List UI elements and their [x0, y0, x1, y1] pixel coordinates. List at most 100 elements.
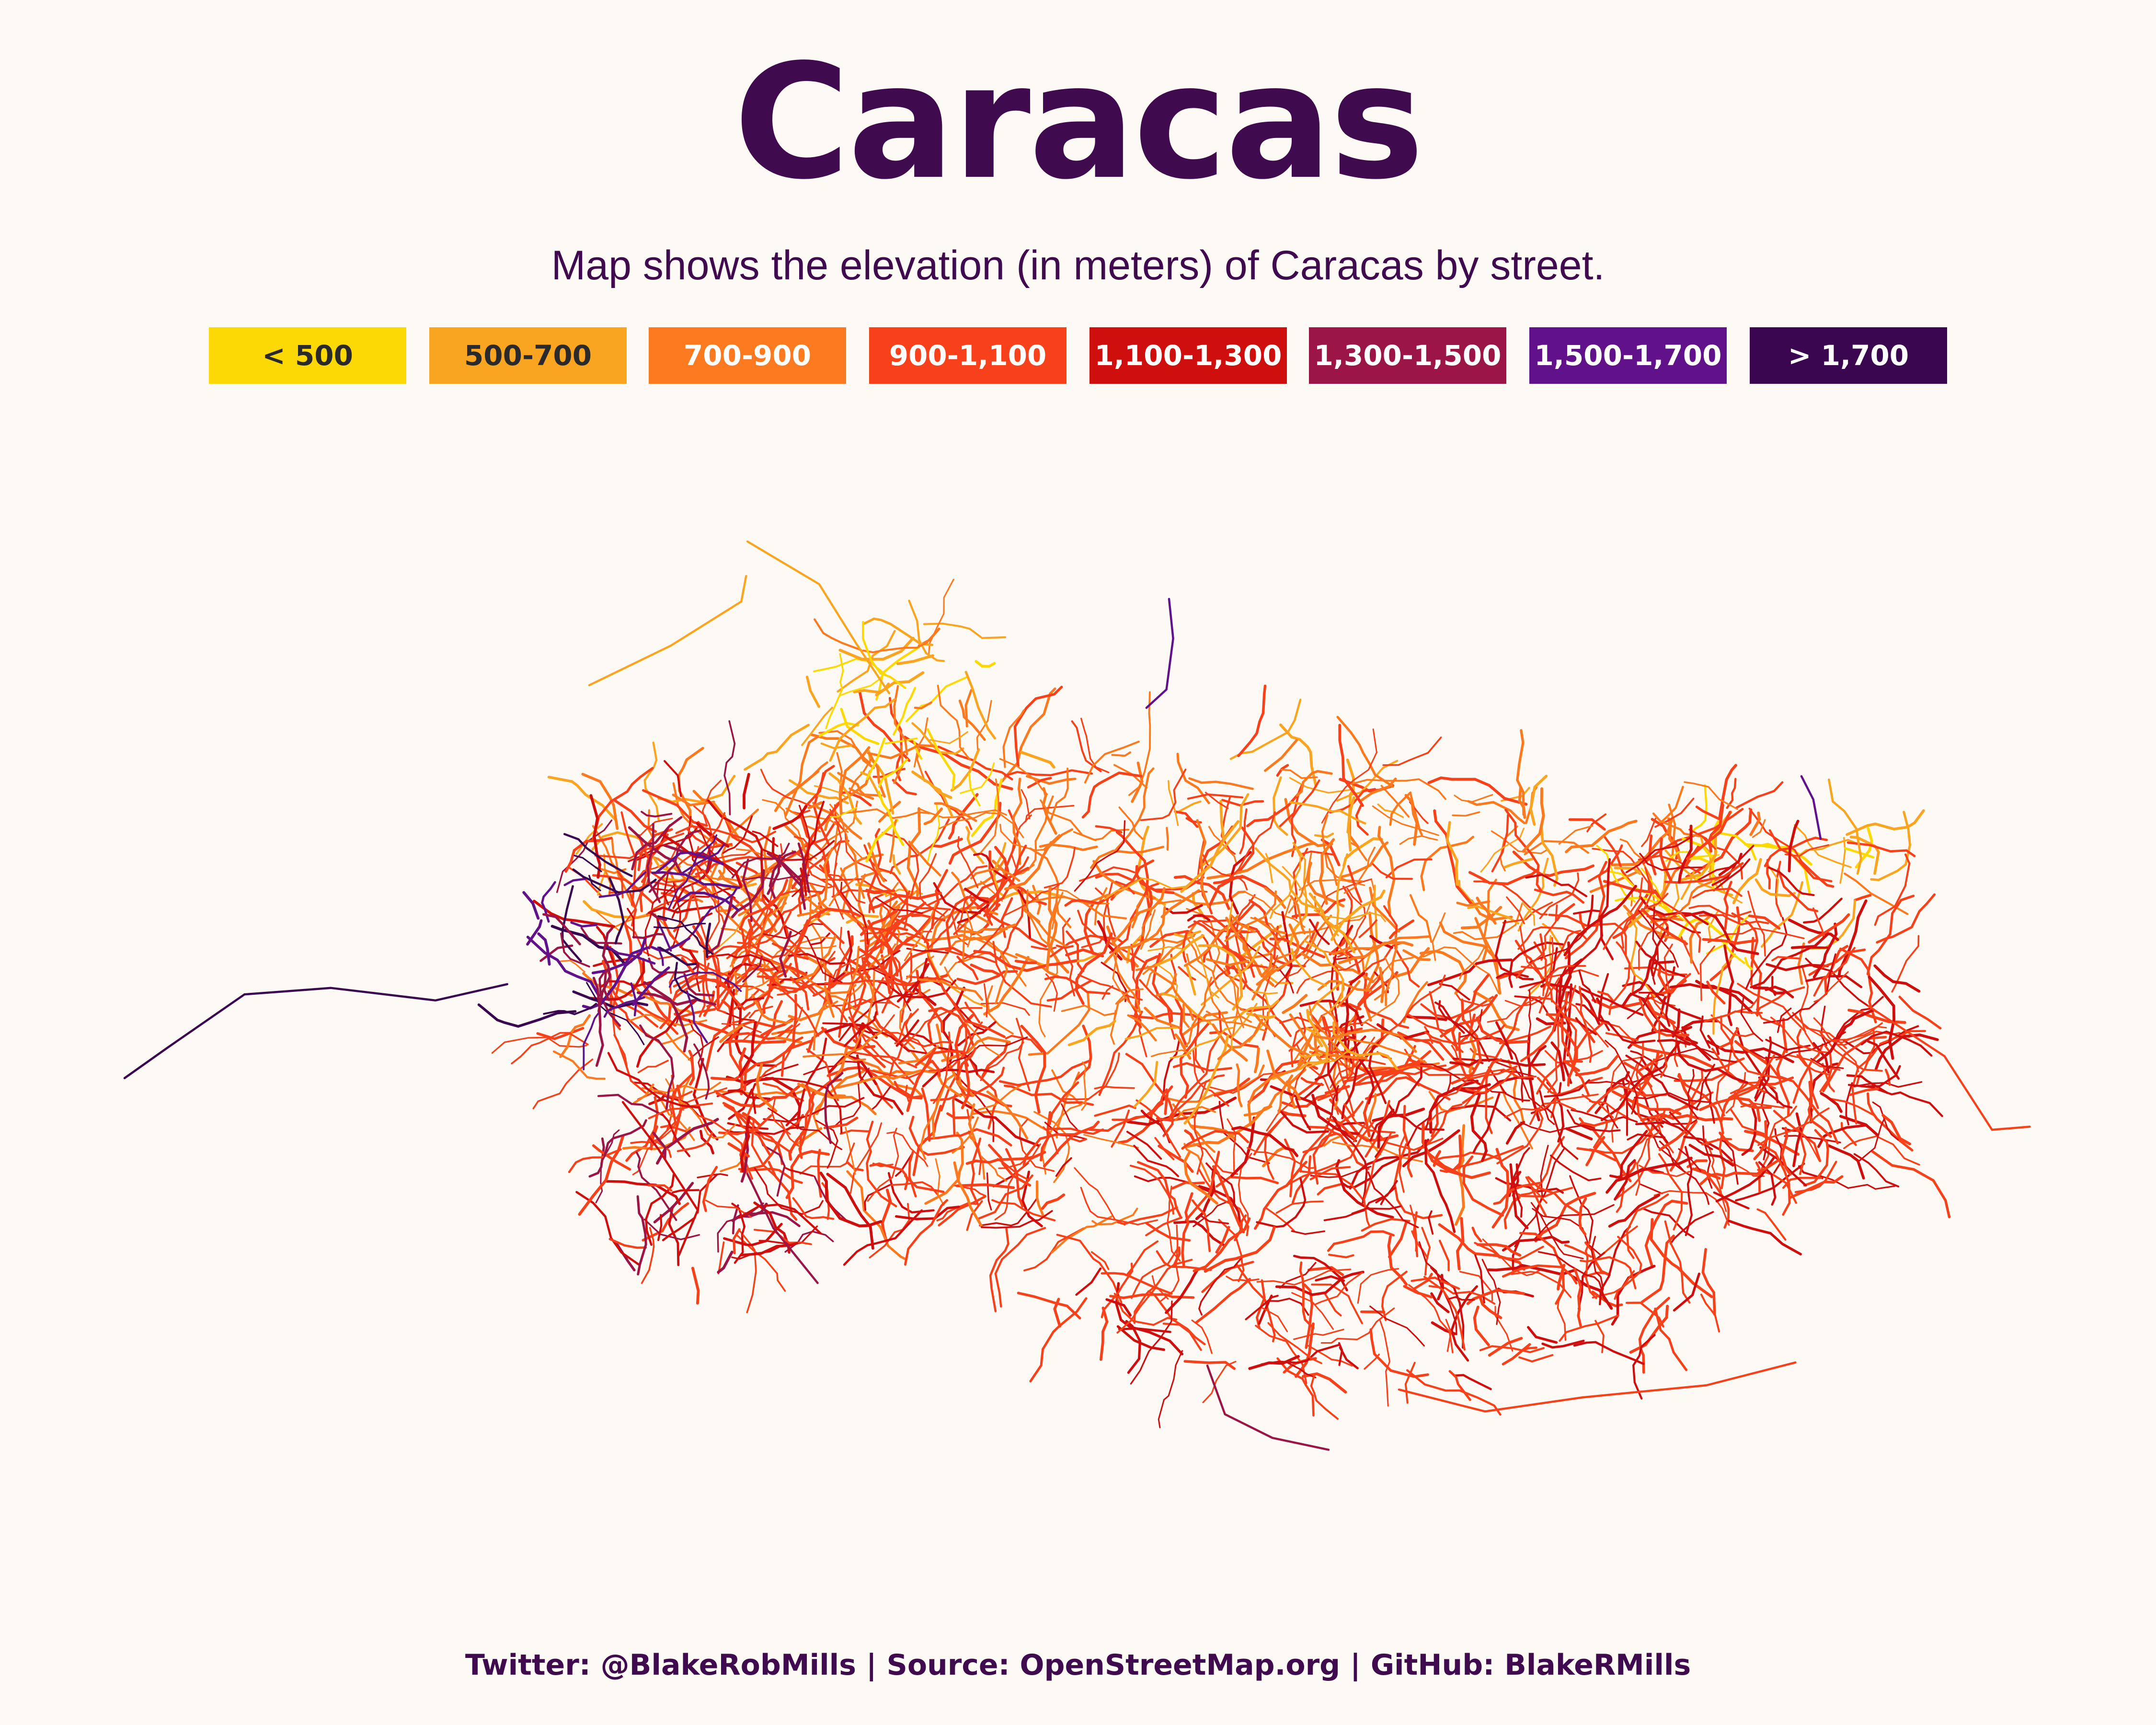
street-segment [1230, 1116, 1256, 1177]
street-segment [642, 1202, 689, 1242]
street-segment [997, 1158, 1030, 1181]
street-segment [652, 1131, 667, 1160]
street-segment [1796, 1028, 1819, 1109]
street-segment [1402, 1104, 1413, 1178]
street-segment [798, 1084, 814, 1159]
street-segment [1293, 1328, 1344, 1340]
street-segment [1095, 825, 1123, 834]
street-segment [867, 828, 882, 913]
street-segment [1084, 740, 1140, 784]
street-segment [958, 921, 1005, 963]
street-segment [1403, 1064, 1438, 1070]
street-segment [760, 769, 813, 807]
street-segment [938, 1195, 986, 1227]
street-segment [819, 864, 855, 916]
street-segment [1280, 1111, 1329, 1134]
street-segment [1752, 819, 1766, 838]
street-segment [1116, 1325, 1165, 1351]
street-segment [771, 957, 836, 993]
street-segment [998, 1059, 1092, 1087]
street-segment [1518, 785, 1526, 819]
street-segment [814, 915, 845, 944]
street-segment [1487, 996, 1541, 1023]
street-segment [1253, 1047, 1260, 1073]
street-segment [1068, 1137, 1087, 1143]
street-segment [911, 770, 952, 799]
street-segment [1367, 1093, 1377, 1123]
street-segment [1295, 1097, 1311, 1131]
street-segment [1512, 1147, 1530, 1218]
street-segment [845, 840, 865, 899]
street-segment [1205, 1162, 1236, 1204]
legend-item-gt-1700: > 1,700 [1750, 327, 1947, 384]
street-segment [1264, 1119, 1282, 1180]
street-segment [839, 672, 885, 697]
street-segment [647, 809, 654, 839]
street-segment [1462, 1058, 1502, 1104]
street-segment [1282, 994, 1308, 1014]
street-segment [819, 1172, 883, 1228]
street-segment [1245, 1295, 1279, 1321]
street-segment [1669, 1211, 1714, 1245]
street-segment [575, 823, 603, 855]
street-segment [1166, 827, 1169, 851]
street-segment [1621, 951, 1659, 1007]
street-segment [1291, 1230, 1325, 1235]
street-segment [1826, 1143, 1865, 1180]
street-segment [1780, 1127, 1792, 1176]
street-segment [645, 1173, 675, 1246]
street-segment [1330, 1036, 1376, 1088]
street-segment [1250, 990, 1278, 995]
street-segment [1074, 1167, 1126, 1226]
street-segment [1189, 933, 1219, 999]
street-segment [1269, 847, 1302, 919]
street-segment [1418, 1241, 1457, 1335]
street-segment [1331, 1116, 1368, 1204]
street-segment [1014, 959, 1037, 965]
street-segment [1784, 1135, 1841, 1144]
street-segment [847, 945, 860, 994]
legend-item-700-900: 700-900 [649, 327, 846, 384]
street-segment [1065, 948, 1104, 958]
street-segment [1205, 1011, 1266, 1032]
street-segment [738, 1203, 822, 1235]
street-segment [1004, 769, 1093, 777]
street-segment [894, 1038, 953, 1047]
street-segment [1133, 1061, 1158, 1108]
street-segment [592, 767, 654, 840]
street-segment [953, 856, 1029, 935]
street-segment [1188, 777, 1254, 790]
street-segment [1534, 888, 1584, 904]
street-segment [536, 1027, 585, 1040]
street-segment [829, 804, 864, 860]
street-segment [1466, 1288, 1525, 1305]
street-segment [1424, 1139, 1456, 1233]
street-segment [1516, 729, 1525, 816]
street-segment [1465, 1068, 1517, 1093]
street-segment [1491, 830, 1548, 854]
street-segment [960, 762, 995, 794]
street-segment [846, 1031, 883, 1054]
street-segment [771, 1097, 791, 1135]
street-segment [790, 976, 810, 1011]
street-segment [807, 1028, 827, 1053]
street-segment [935, 1158, 945, 1206]
street-segment [1246, 789, 1303, 828]
footer-credits: Twitter: @BlakeRobMills | Source: OpenSt… [465, 1648, 1691, 1682]
street-segment [1388, 919, 1415, 940]
street-segment [1543, 937, 1554, 991]
street-segment [1702, 938, 1758, 945]
street-segment [1849, 1088, 1880, 1096]
street-segment [784, 735, 820, 817]
street-segment [1700, 1293, 1720, 1333]
street-segment [1755, 986, 1805, 1015]
street-segment [1406, 1369, 1502, 1416]
street-segment [980, 1041, 1024, 1081]
street-segment [1118, 1327, 1171, 1334]
street-segment [1713, 1191, 1750, 1209]
street-segment [598, 871, 647, 898]
street-segment [1041, 1193, 1066, 1210]
legend-label: 1,100-1,300 [1094, 339, 1282, 372]
street-segment [906, 676, 967, 723]
street-segment [1219, 800, 1225, 840]
